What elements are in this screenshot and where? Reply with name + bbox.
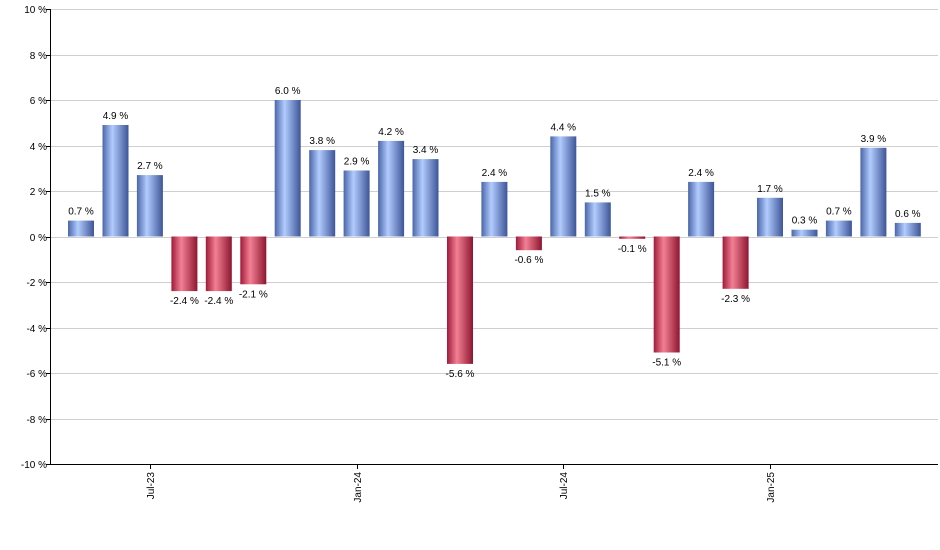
data-label: 0.7 % — [68, 207, 94, 218]
y-tick-label: 2 % — [30, 187, 47, 198]
data-label: -5.1 % — [652, 358, 681, 369]
data-label: -2.3 % — [721, 294, 750, 305]
bar — [515, 236, 542, 251]
bar — [653, 236, 680, 353]
bar — [860, 147, 887, 237]
data-label: 2.9 % — [344, 157, 370, 168]
data-labels-group: 0.7 % 4.9 % 2.7 % -2.4 % -2.4 % -2.1 % 6.0 % 3.… — [68, 86, 920, 380]
bar — [825, 220, 852, 237]
axes-group: 10 % 8 % 6 % 4 % 2 % 0 % -2 % -4 % -6 % -8 % -10 %… — [21, 5, 938, 503]
y-tick-label: -4 % — [26, 324, 47, 335]
bar — [619, 236, 646, 239]
data-label: 1.7 % — [757, 184, 783, 195]
bar — [102, 125, 129, 237]
bar — [274, 100, 301, 237]
bar — [136, 175, 163, 237]
bar — [481, 181, 508, 237]
data-label: 1.5 % — [585, 188, 611, 199]
bar — [584, 202, 611, 237]
bar — [68, 220, 94, 237]
data-label: 0.3 % — [792, 216, 818, 227]
data-label: 4.2 % — [378, 127, 404, 138]
data-label: -5.6 % — [446, 369, 475, 380]
data-label: 0.7 % — [826, 207, 852, 218]
bar — [688, 181, 715, 237]
y-tick-label: -8 % — [26, 415, 47, 426]
y-tick-label: -6 % — [26, 369, 47, 380]
data-label: 4.4 % — [551, 122, 577, 133]
x-tick-label: Jan-24 — [353, 472, 364, 503]
y-tick-label: 0 % — [30, 233, 47, 244]
bar — [205, 236, 232, 292]
x-tick-label: Jan-25 — [766, 472, 777, 503]
bar — [412, 159, 439, 237]
bar — [240, 236, 267, 285]
data-label: 2.4 % — [482, 168, 508, 179]
bar — [791, 229, 818, 237]
data-label: 2.4 % — [688, 168, 714, 179]
data-label: -0.1 % — [618, 244, 647, 255]
data-label: 3.8 % — [309, 136, 335, 147]
data-label: 3.9 % — [861, 134, 887, 145]
y-tick-label: 10 % — [24, 5, 47, 16]
bar — [309, 150, 336, 237]
bar — [447, 236, 473, 364]
bar — [722, 236, 749, 289]
bar — [171, 236, 198, 292]
data-label: 6.0 % — [275, 86, 301, 97]
data-label: 2.7 % — [137, 161, 163, 172]
data-label: -0.6 % — [514, 255, 543, 266]
y-tick-label: 8 % — [30, 51, 47, 62]
data-label: 0.6 % — [895, 209, 921, 220]
bar — [378, 140, 405, 237]
bars-group — [68, 100, 921, 364]
y-tick-label: 6 % — [30, 96, 47, 107]
bar — [343, 170, 370, 237]
bar — [757, 197, 783, 237]
y-tick-label: -2 % — [26, 278, 47, 289]
y-tick-label: 4 % — [30, 142, 47, 153]
x-tick-label: Jul-23 — [146, 472, 157, 500]
bar — [550, 136, 577, 237]
bar — [894, 222, 921, 237]
data-label: -2.4 % — [170, 296, 199, 307]
data-label: -2.1 % — [239, 289, 268, 300]
x-tick-label: Jul-24 — [559, 472, 570, 500]
data-label: 4.9 % — [103, 111, 129, 122]
data-label: -2.4 % — [204, 296, 233, 307]
data-label: 3.4 % — [413, 145, 439, 156]
y-tick-label: -10 % — [21, 460, 47, 471]
